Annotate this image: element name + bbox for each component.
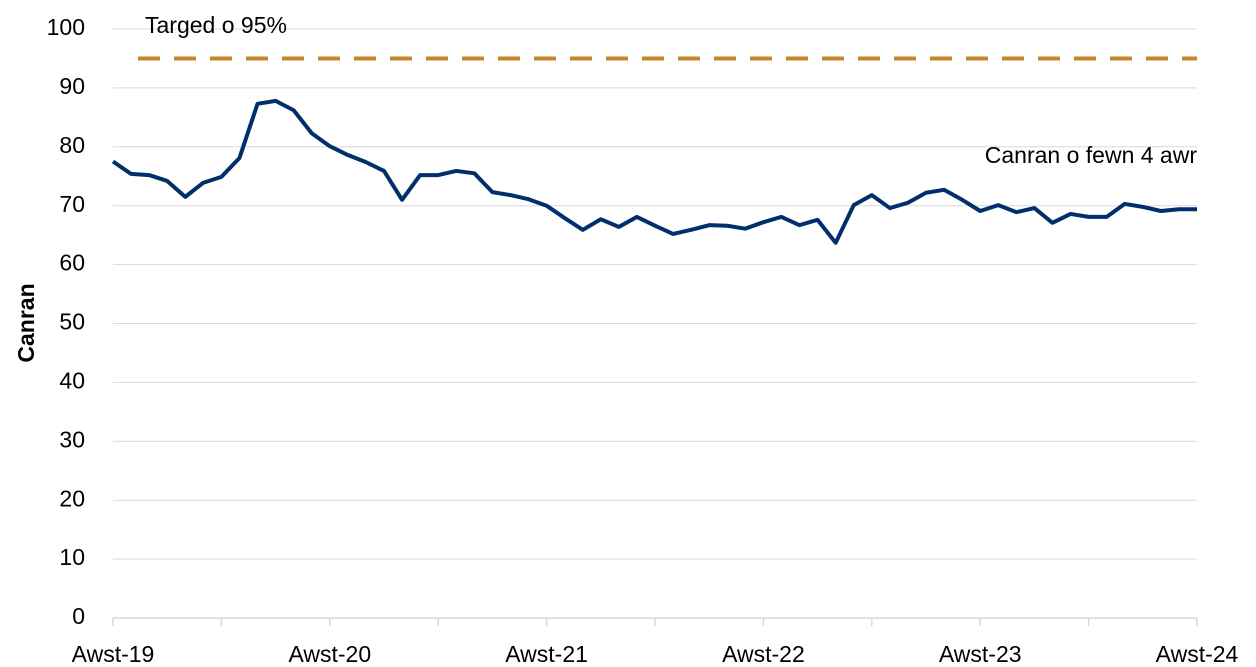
y-tick-label: 90: [59, 73, 85, 99]
x-tick-label: Awst-24: [1156, 641, 1239, 667]
x-tick-label: Awst-21: [505, 641, 588, 667]
y-tick-label: 40: [59, 367, 85, 393]
x-tick-label: Awst-23: [939, 641, 1022, 667]
y-tick-label: 80: [59, 132, 85, 158]
y-tick-label: 20: [59, 485, 85, 511]
x-tick-label: Awst-19: [72, 641, 155, 667]
x-tick-label: Awst-22: [722, 641, 805, 667]
y-axis-label: Canran: [13, 283, 39, 362]
y-tick-label: 100: [47, 14, 85, 40]
y-tick-label: 70: [59, 191, 85, 217]
y-tick-label: 50: [59, 309, 85, 335]
y-tick-label: 10: [59, 544, 85, 570]
data-line: [111, 98, 1197, 245]
y-tick-label: 30: [59, 426, 85, 452]
y-tick-label: 0: [72, 603, 85, 629]
y-tick-label: 60: [59, 250, 85, 276]
x-tick-label: Awst-20: [288, 641, 371, 667]
target-label: Targed o 95%: [145, 12, 287, 38]
series-label: Canran o fewn 4 awr: [985, 142, 1198, 168]
